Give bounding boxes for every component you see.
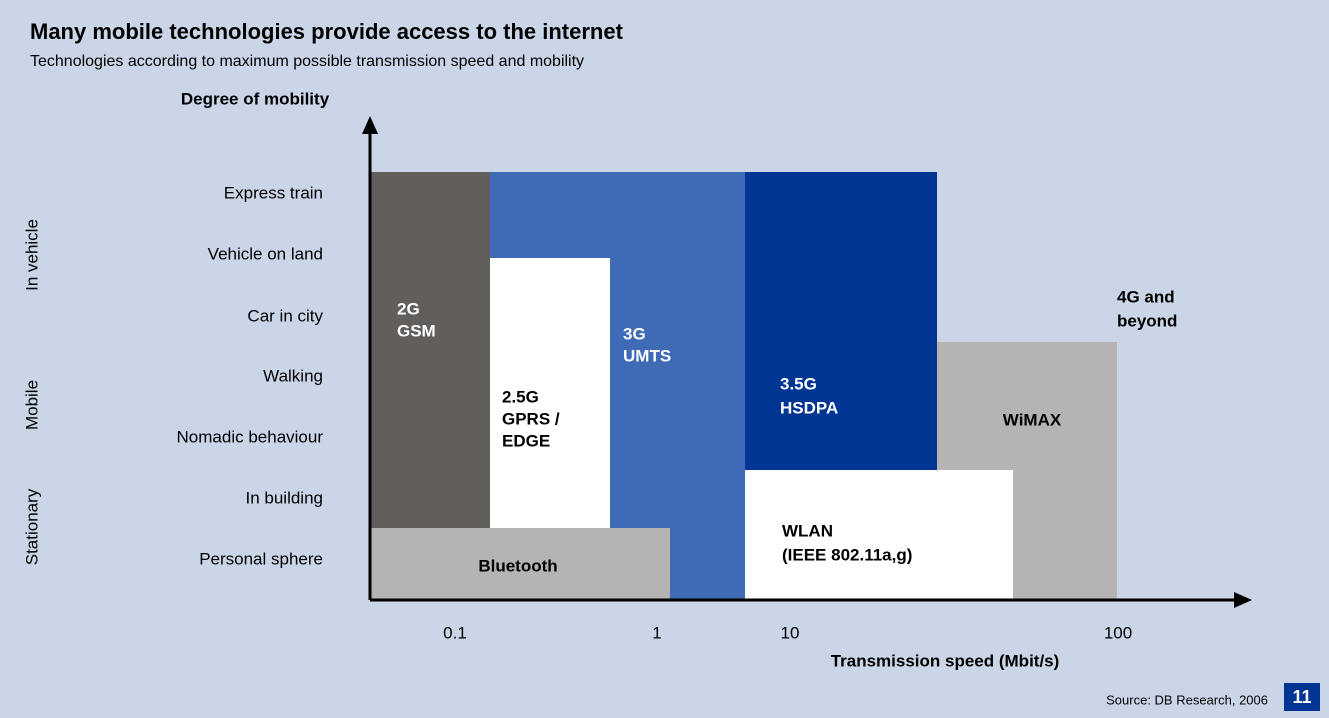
region-label: 4G and xyxy=(1117,287,1175,306)
region-label: GPRS / xyxy=(502,409,560,428)
x-tick-label: 1 xyxy=(652,623,661,642)
y-level-label: Express train xyxy=(224,183,323,202)
title: Many mobile technologies provide access … xyxy=(30,19,624,44)
region-label: UMTS xyxy=(623,346,671,365)
page-number: 11 xyxy=(1292,687,1311,707)
region-label: 2.5G xyxy=(502,387,539,406)
page-badge xyxy=(1284,683,1320,711)
y-level-label: Nomadic behaviour xyxy=(177,427,324,446)
y-level-label: Personal sphere xyxy=(199,549,323,568)
bluetooth-region xyxy=(370,528,670,600)
edge-region xyxy=(490,258,610,528)
x-arrow xyxy=(1234,592,1252,608)
y-arrow xyxy=(362,116,378,134)
y-level-label: Vehicle on land xyxy=(208,244,323,263)
x-axis-title: Transmission speed (Mbit/s) xyxy=(831,651,1060,670)
subtitle: Technologies according to maximum possib… xyxy=(30,53,584,70)
region-label: HSDPA xyxy=(780,398,838,417)
y-group-label: In vehicle xyxy=(22,219,41,291)
region-label: EDGE xyxy=(502,431,550,450)
hsdpa-region xyxy=(745,172,937,470)
x-tick-label: 0.1 xyxy=(443,623,467,642)
region-label: WiMAX xyxy=(1003,410,1062,429)
region-label: 3.5G xyxy=(780,374,817,393)
region-label: beyond xyxy=(1117,311,1177,330)
region-label: WLAN xyxy=(782,521,833,540)
wlan-region xyxy=(745,470,1013,600)
region-label: 2G xyxy=(397,299,420,318)
region-label: 3G xyxy=(623,324,646,343)
y-axis-title: Degree of mobility xyxy=(181,89,330,108)
y-level-label: Car in city xyxy=(247,306,323,325)
source: Source: DB Research, 2006 xyxy=(1106,692,1268,707)
region-label: (IEEE 802.11a,g) xyxy=(782,545,912,564)
region-label: GSM xyxy=(397,321,436,340)
y-group-label: Mobile xyxy=(22,380,41,430)
y-level-label: Walking xyxy=(263,366,323,385)
x-tick-label: 10 xyxy=(781,623,800,642)
y-group-label: Stationary xyxy=(22,488,41,565)
y-level-label: In building xyxy=(245,488,323,507)
x-tick-label: 100 xyxy=(1104,623,1132,642)
region-label: Bluetooth xyxy=(478,556,557,575)
